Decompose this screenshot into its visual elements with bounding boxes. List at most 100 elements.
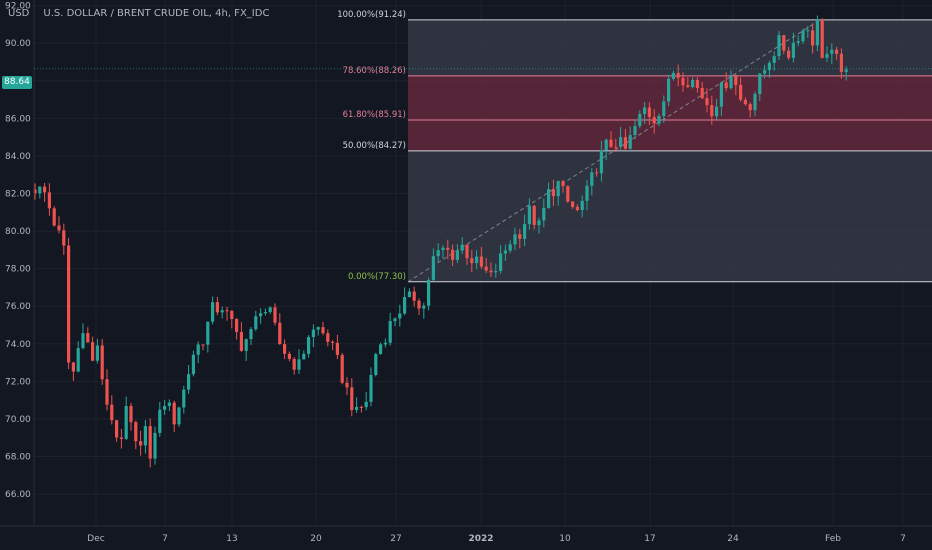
candle bbox=[254, 310, 258, 332]
candle bbox=[235, 318, 239, 340]
candle bbox=[62, 223, 66, 255]
candle bbox=[739, 77, 743, 102]
candle bbox=[503, 244, 507, 261]
candle bbox=[719, 81, 723, 117]
candle bbox=[47, 183, 51, 216]
candle bbox=[830, 43, 834, 65]
candle bbox=[249, 326, 253, 346]
candle bbox=[614, 138, 618, 153]
candle bbox=[158, 401, 162, 437]
candle bbox=[715, 98, 719, 120]
candle bbox=[695, 77, 699, 93]
candle bbox=[283, 339, 287, 360]
candle bbox=[561, 179, 565, 193]
candle bbox=[508, 240, 512, 253]
candle bbox=[321, 321, 325, 336]
candle bbox=[748, 102, 752, 118]
candle bbox=[676, 64, 680, 87]
currency-unit: USD bbox=[8, 7, 30, 19]
fib-level-label: 50.00%(84.27) bbox=[343, 141, 406, 151]
candle bbox=[455, 244, 459, 263]
candle bbox=[100, 339, 104, 385]
symbol-title[interactable]: U.S. DOLLAR / BRENT CRUDE OIL, 4h, FX_ID… bbox=[43, 7, 270, 19]
candle bbox=[422, 302, 426, 319]
candle bbox=[115, 419, 119, 442]
candle bbox=[57, 216, 61, 234]
y-tick-label: 84.00 bbox=[5, 152, 31, 162]
candle bbox=[494, 263, 498, 278]
candle bbox=[331, 340, 335, 351]
candle bbox=[667, 74, 671, 107]
candle bbox=[825, 46, 829, 62]
candle bbox=[801, 28, 805, 44]
candle bbox=[686, 77, 690, 89]
y-tick-label: 80.00 bbox=[5, 227, 31, 237]
candle bbox=[33, 183, 37, 200]
candle bbox=[460, 237, 464, 254]
candle bbox=[292, 357, 296, 375]
symbol-header: USD U.S. DOLLAR / BRENT CRUDE OIL, 4h, F… bbox=[8, 6, 269, 20]
candle bbox=[595, 168, 599, 177]
candle bbox=[230, 310, 234, 329]
candle bbox=[403, 287, 407, 316]
candle bbox=[110, 395, 114, 425]
candle bbox=[662, 95, 666, 123]
candle bbox=[484, 258, 488, 274]
fib-zone-bottom bbox=[408, 150, 932, 282]
candle bbox=[172, 400, 176, 433]
x-tick-label: 13 bbox=[226, 534, 237, 544]
y-tick-label: 86.00 bbox=[5, 114, 31, 124]
candle bbox=[609, 131, 613, 149]
candle bbox=[470, 250, 474, 273]
candle bbox=[513, 227, 517, 251]
candle bbox=[806, 25, 810, 38]
candle bbox=[177, 406, 181, 427]
candle bbox=[182, 385, 186, 414]
candle bbox=[52, 206, 56, 227]
candle bbox=[407, 288, 411, 298]
current-price-badge: 88.64 bbox=[2, 76, 32, 89]
fib-zone-top bbox=[408, 19, 932, 76]
fib-trend-line bbox=[407, 19, 821, 283]
candle bbox=[316, 326, 320, 336]
fib-level-label: 61.80%(85.91) bbox=[343, 110, 406, 120]
candle bbox=[691, 77, 695, 89]
fibonacci-retracement[interactable]: 100.00%(91.24) 78.60%(88.26) 61.80%(85.91)… bbox=[337, 10, 932, 283]
candle bbox=[815, 15, 819, 52]
candle bbox=[628, 126, 632, 153]
candle bbox=[777, 30, 781, 61]
y-tick-label: 68.00 bbox=[5, 452, 31, 462]
candle bbox=[263, 308, 267, 316]
candle bbox=[91, 336, 95, 362]
candle bbox=[206, 321, 210, 353]
candle bbox=[643, 102, 647, 124]
candle bbox=[575, 204, 579, 212]
candle bbox=[633, 119, 637, 140]
candle bbox=[273, 303, 277, 326]
candle bbox=[167, 399, 171, 411]
candle bbox=[705, 88, 709, 113]
candle bbox=[499, 245, 503, 274]
y-tick-label: 90.00 bbox=[5, 39, 31, 49]
candle bbox=[599, 140, 603, 182]
candles bbox=[33, 15, 848, 468]
candle bbox=[244, 338, 248, 361]
candle bbox=[791, 32, 795, 63]
candle bbox=[345, 377, 349, 395]
candle bbox=[239, 322, 243, 352]
candle bbox=[590, 168, 594, 196]
candle bbox=[753, 91, 757, 117]
candle bbox=[441, 245, 445, 259]
candle bbox=[743, 97, 747, 106]
candle bbox=[604, 138, 608, 161]
candle bbox=[196, 341, 200, 364]
candle bbox=[729, 70, 733, 90]
x-tick-label: 7 bbox=[162, 534, 168, 544]
x-tick-label: 17 bbox=[644, 534, 655, 544]
candle bbox=[134, 420, 138, 450]
candle bbox=[105, 369, 109, 411]
candle bbox=[431, 248, 435, 281]
candle bbox=[657, 113, 661, 127]
y-tick-label: 74.00 bbox=[5, 340, 31, 350]
